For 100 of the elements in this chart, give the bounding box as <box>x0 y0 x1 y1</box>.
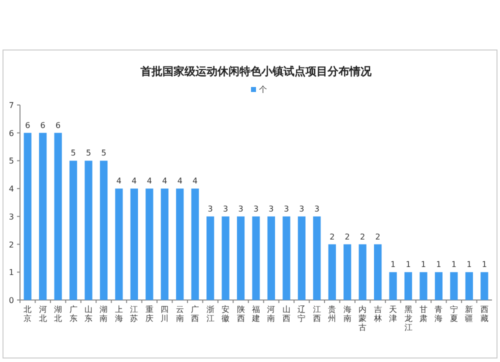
x-tick-label: 新疆 <box>465 305 474 323</box>
bar <box>344 244 352 300</box>
x-tick-label: 云南 <box>176 305 184 323</box>
data-label: 5 <box>70 148 76 158</box>
y-tick-label: 0 <box>8 296 14 305</box>
bar <box>84 160 92 300</box>
x-tick-label: 上海 <box>114 305 123 323</box>
bar <box>267 216 276 300</box>
x-tick-label: 湖南 <box>100 305 108 323</box>
x-tick-label: 黑龙江 <box>404 305 412 332</box>
x-tick-label: 江西 <box>312 305 321 323</box>
data-label: 4 <box>192 176 198 186</box>
data-label: 3 <box>268 204 274 214</box>
bar <box>434 272 443 300</box>
bar <box>236 216 245 300</box>
bar <box>39 132 47 300</box>
data-label: 3 <box>253 204 259 214</box>
x-tick-label: 甘肃 <box>419 305 428 323</box>
bar <box>420 272 428 300</box>
x-tick-label: 陕西 <box>236 305 245 323</box>
bar <box>115 188 123 300</box>
bar <box>252 216 260 300</box>
x-tick-label: 辽宁 <box>298 305 306 323</box>
x-tick-label: 重庆 <box>145 305 154 323</box>
bar <box>450 272 458 300</box>
data-label: 4 <box>177 176 182 186</box>
x-tick-label: 安徽 <box>222 305 230 323</box>
data-label: 2 <box>360 232 366 242</box>
bar <box>389 272 397 300</box>
x-tick-label: 西藏 <box>480 305 488 323</box>
bar <box>130 188 138 300</box>
data-label: 2 <box>344 232 350 242</box>
x-tick-label: 福建 <box>251 305 260 323</box>
x-tick-label: 广西 <box>191 305 200 323</box>
x-tick-label: 内蒙古 <box>358 305 367 332</box>
x-tick-label: 四川 <box>160 305 169 323</box>
data-label: 5 <box>86 148 92 158</box>
bar <box>298 216 306 300</box>
data-label: 2 <box>330 232 335 242</box>
x-tick-label: 河北 <box>38 305 47 323</box>
data-label: 3 <box>284 204 289 214</box>
data-label: 3 <box>299 204 304 214</box>
bar <box>282 216 290 300</box>
data-label: 1 <box>390 260 396 270</box>
bar <box>374 244 382 300</box>
bar <box>69 160 78 300</box>
y-tick-label: 5 <box>8 156 14 166</box>
x-tick-label: 贵州 <box>328 305 336 323</box>
x-tick-label: 湖北 <box>54 305 62 323</box>
x-tick-label: 江苏 <box>130 305 138 323</box>
x-tick-label: 海南 <box>343 305 352 323</box>
bar <box>480 272 488 300</box>
data-label: 1 <box>482 260 487 270</box>
x-tick-label: 山东 <box>84 305 93 323</box>
bar <box>24 132 32 300</box>
bar <box>100 160 108 300</box>
data-label: 4 <box>116 176 122 186</box>
data-label: 3 <box>223 204 228 214</box>
data-label: 6 <box>25 120 30 130</box>
y-tick-label: 3 <box>8 212 14 222</box>
data-label: 4 <box>146 176 152 186</box>
bar <box>176 188 184 300</box>
x-tick-label: 青海 <box>434 305 443 323</box>
data-label: 1 <box>436 260 442 270</box>
x-tick-label: 河南 <box>267 305 276 323</box>
data-label: 1 <box>406 260 411 270</box>
data-label: 5 <box>101 148 106 158</box>
bar <box>146 188 154 300</box>
data-label: 4 <box>132 176 137 186</box>
chart-title: 首批国家级运动休闲特色小镇试点项目分布情况 <box>140 65 372 78</box>
x-tick-label: 宁夏 <box>450 305 458 323</box>
bar <box>191 188 199 300</box>
data-label: 1 <box>466 260 472 270</box>
y-tick-label: 1 <box>8 268 14 278</box>
legend-label: 个 <box>259 85 267 94</box>
y-tick-label: 7 <box>8 101 14 110</box>
data-label: 3 <box>314 204 320 214</box>
x-tick-label: 山西 <box>282 305 290 323</box>
bar <box>404 272 412 300</box>
x-tick-label: 天津 <box>389 305 398 323</box>
x-tick-label: 吉林 <box>372 305 382 323</box>
y-tick-label: 6 <box>8 128 14 138</box>
data-label: 6 <box>40 120 46 130</box>
bar <box>465 272 473 300</box>
y-tick-label: 4 <box>8 184 14 194</box>
bar <box>54 132 62 300</box>
data-label: 1 <box>420 260 426 270</box>
data-label: 6 <box>56 120 61 130</box>
x-tick-label: 北京 <box>24 305 32 323</box>
x-tick-label: 广东 <box>69 305 78 323</box>
data-label: 3 <box>238 204 244 214</box>
data-label: 3 <box>208 204 213 214</box>
bar <box>206 216 214 300</box>
data-label: 1 <box>451 260 456 270</box>
bar <box>160 188 168 300</box>
data-label: 4 <box>162 176 168 186</box>
y-tick-label: 2 <box>8 240 14 250</box>
bar <box>222 216 230 300</box>
x-tick-label: 浙江 <box>206 305 214 323</box>
bar <box>328 244 336 300</box>
